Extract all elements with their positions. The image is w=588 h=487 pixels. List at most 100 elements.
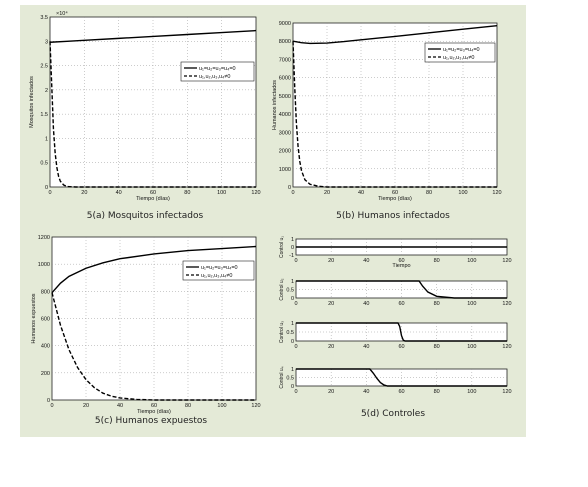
chart-d-u4-xtick-label: 80 [434,389,440,395]
chart-a-legend-label: u₁,u₂,u₃,u₄≠0 [199,74,230,80]
chart-a-ylabel: Mosquitos infectados [29,76,35,128]
chart-a-series-line [49,29,257,43]
chart-d-u2-ytick-label: 0.5 [286,288,294,294]
chart-d-u1-xtick-label: 40 [363,258,369,264]
chart-a-ytick-label: 2.5 [40,64,48,70]
chart-c-xtick-label: 40 [117,403,123,409]
chart-d-u4-ytick-label: 1 [291,367,294,373]
chart-b-ylabel: Humanos infectados [272,80,278,130]
chart-a-xtick-label: 60 [150,190,156,196]
chart-d-u4-xtick-label: 40 [363,389,369,395]
chart-c-xtick-label: 80 [185,403,191,409]
chart-d-u2-xtick-label: 0 [294,301,297,307]
chart-d-u3-xtick-label: 20 [328,344,334,350]
chart-d-u1-ytick-label: 0 [291,245,294,251]
chart-b-legend-label: u₁=u₂=u₃=u₄=0 [443,47,480,53]
chart-c-xlabel: Tiempo (días) [137,409,171,415]
chart-d-u3-xtick-label: 100 [467,344,476,350]
chart-c-ytick-label: 600 [41,317,50,323]
chart-c-xtick-label: 120 [251,403,260,409]
chart-d-u1-xtick-label: 120 [502,258,511,264]
chart-c-ytick-label: 0 [47,398,50,404]
chart-a-ytick-label: 2 [45,88,48,94]
chart-b-xtick-label: 80 [426,190,432,196]
chart-d-u4-xtick-label: 20 [328,389,334,395]
chart-d-u1-ylabel: Control u₁ [279,236,285,258]
chart-b-legend [424,42,496,63]
chart-d-u1-ytick-label: -1 [289,253,294,259]
chart-b-xtick-label: 40 [358,190,364,196]
chart-b-xlabel: Tiempo (días) [378,196,412,202]
chart-d-u2-ylabel: Control u₂ [279,278,285,300]
chart-d-u2-xtick-label: 40 [363,301,369,307]
chart-a-ytick-label: 3 [45,39,48,45]
chart-d-u3-xtick-label: 60 [398,344,404,350]
chart-b-series-line [292,25,498,45]
chart-a-xtick-label: 0 [48,190,51,196]
chart-c-series-line [51,292,256,401]
chart-b-xtick-label: 0 [291,190,294,196]
chart-c-xtick-label: 60 [151,403,157,409]
chart-d-u2-ytick-label: 1 [291,279,294,285]
chart-c-legend-label: u₁=u₂=u₃=u₄=0 [201,265,238,271]
chart-b-ytick-label: 7000 [279,57,291,63]
chart-b-ytick-label: 3000 [279,130,291,136]
chart-d-u3-series-line [296,322,507,342]
chart-d-u3-xtick-label: 120 [502,344,511,350]
chart-d-u3-ylabel: Control u₃ [279,321,285,343]
chart-d-u4-ylabel: Control u₄ [279,366,285,388]
chart-c-ytick-label: 1200 [38,235,50,241]
chart-a-xtick-label: 100 [217,190,226,196]
chart-d-u1-ytick-label: 1 [291,237,294,243]
chart-c-ylabel: Humanos expuestos [31,293,37,343]
chart-d-u4-xtick-label: 0 [294,389,297,395]
chart-d-u3-xtick-label: 80 [434,344,440,350]
chart-d-u2-xtick-label: 100 [467,301,476,307]
chart-d-u2-xtick-label: 80 [434,301,440,307]
chart-b-legend-label: u₁,u₂,u₃,u₄≠0 [443,55,474,61]
chart-c-xtick-label: 0 [50,403,53,409]
chart-b-xtick-label: 20 [324,190,330,196]
chart-a-ytick-label: 1.5 [40,112,48,118]
chart-d-u1-xtick-label: 80 [434,258,440,264]
chart-d-u1-xtick-label: 60 [398,258,404,264]
chart-d-u3-ytick-label: 0 [291,339,294,345]
chart-b-ytick-label: 8000 [279,39,291,45]
chart-a-xlabel: Tiempo (días) [136,196,170,202]
chart-b-ytick-label: 5000 [279,94,291,100]
chart-b-xtick-label: 120 [492,190,501,196]
chart-c-ytick-label: 400 [41,344,50,350]
chart-d-u2-xtick-label: 120 [502,301,511,307]
caption-d: 5(d) Controles [360,409,426,419]
chart-b-ytick-label: 2000 [279,149,291,155]
chart-d-u4-series-line [296,368,507,387]
chart-d-u4-xtick-label: 60 [398,389,404,395]
chart-c-series-line [51,245,257,294]
chart-d-u4-ytick-label: 0 [291,384,294,390]
chart-a-legend-label: u₁=u₂=u₃=u₄=0 [199,66,236,72]
caption-c: 5(c) Humanos expuestos [94,416,208,426]
chart-d-u3-xtick-label: 0 [294,344,297,350]
chart-c-ytick-label: 800 [41,289,50,295]
chart-b-xtick-label: 100 [458,190,467,196]
chart-d-u2-series-line [296,280,507,299]
chart-a-ytick-label: 1 [45,136,48,142]
chart-a-xtick-label: 20 [81,190,87,196]
chart-a-ytick-label: 0 [45,185,48,191]
chart-d-u2-xtick-label: 60 [398,301,404,307]
chart-b-ytick-label: 1000 [279,167,291,173]
chart-d-u4-xtick-label: 120 [502,389,511,395]
chart-d-u3-xtick-label: 40 [363,344,369,350]
chart-a-ytick-label: 0.5 [40,161,48,167]
chart-d-u3-ytick-label: 1 [291,321,294,327]
chart-b-ytick-label: 4000 [279,112,291,118]
chart-d-u1-xtick-label: 100 [467,258,476,264]
chart-d-u1-xtick-label: 0 [294,258,297,264]
chart-c-xtick-label: 100 [217,403,226,409]
chart-d-u4-ytick-label: 0.5 [286,376,294,382]
chart-d-u1-xtick-label: 20 [328,258,334,264]
chart-c-ytick-label: 1000 [38,262,50,268]
chart-c-legend-label: u₁,u₂,u₃,u₄≠0 [201,273,232,279]
chart-a-legend [180,61,255,82]
chart-c-legend [182,260,255,281]
